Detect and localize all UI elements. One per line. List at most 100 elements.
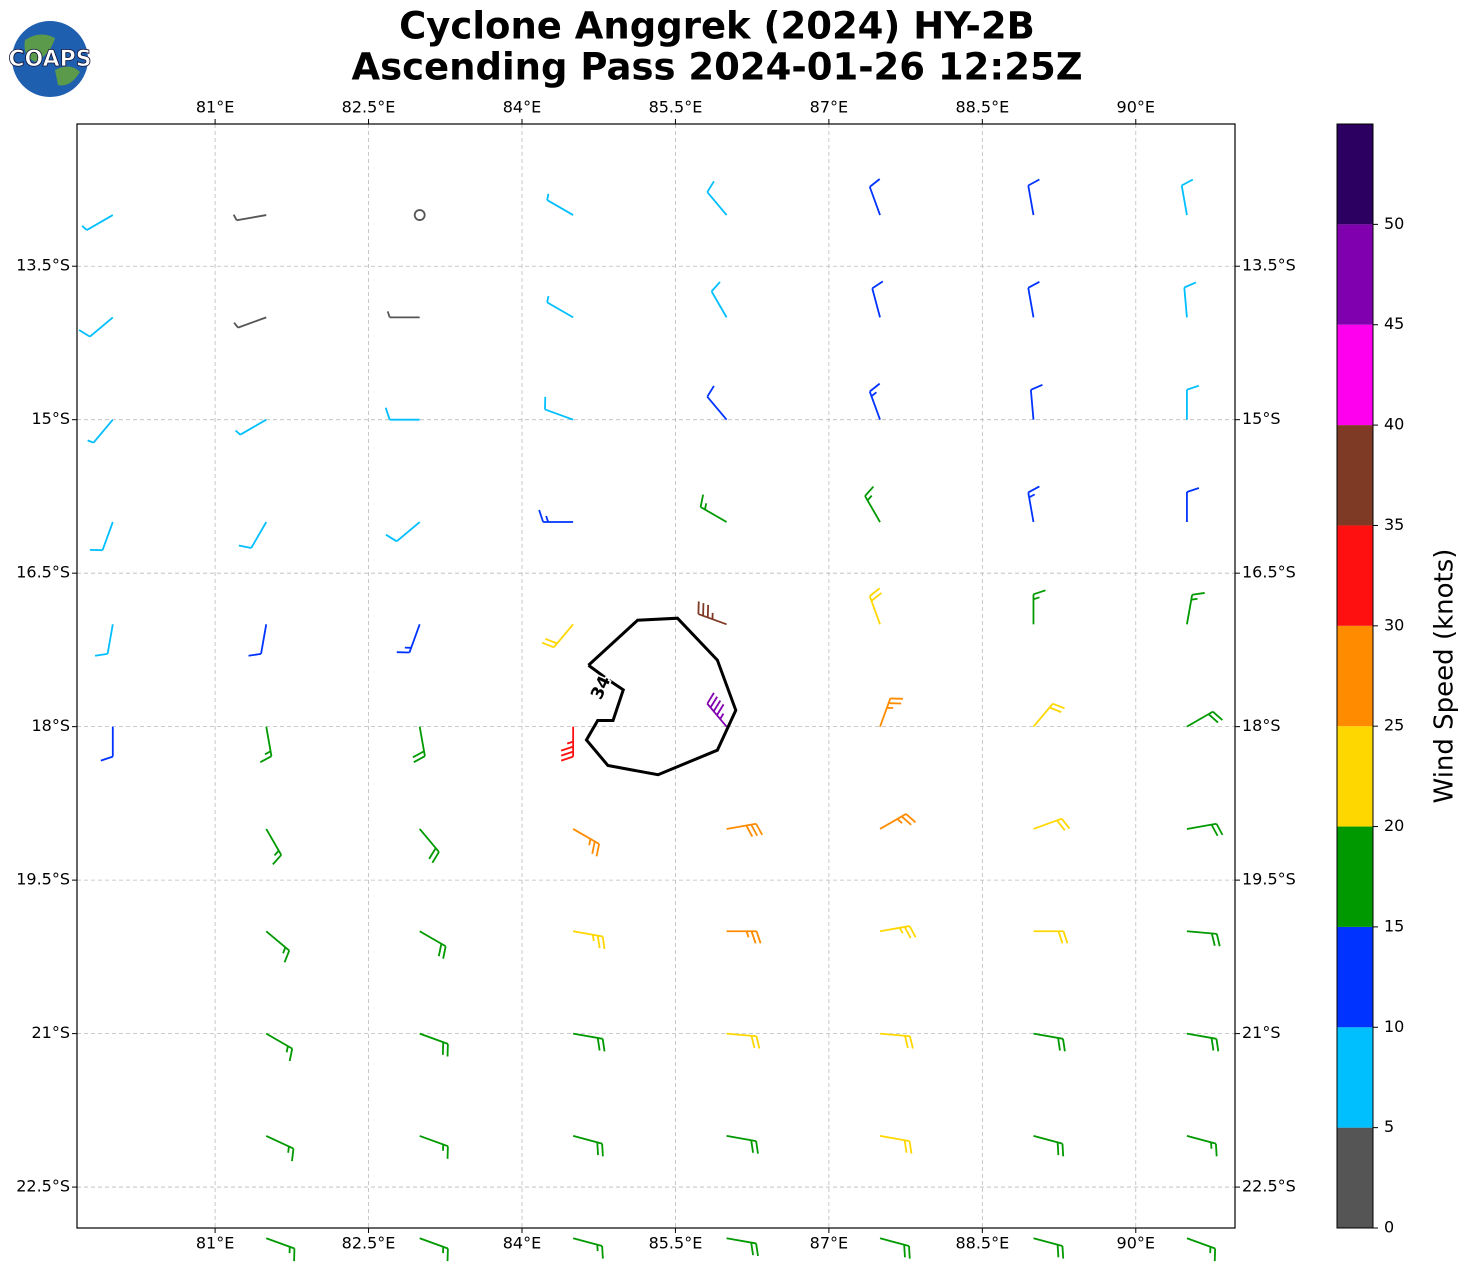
barb-staff [250,521,268,549]
barb-half [264,750,272,756]
y-tick-label: 18°S [1242,716,1281,735]
colorbar-bin [1337,625,1373,727]
barb-staff [396,521,421,542]
barb-half [546,296,550,303]
barb-half [719,713,725,720]
x-tick-label: 85.5°E [649,1234,703,1253]
wind-barb [265,1237,296,1262]
wind-barb [100,726,114,762]
wind-barb [419,1135,449,1159]
y-tick-label: 15°S [31,409,70,428]
wind-barb [233,316,267,329]
colorbar-tick-label: 30 [1384,615,1404,634]
barb-full [869,382,881,393]
barb-full [288,1048,294,1062]
barb-full [1062,1038,1066,1052]
wind-barb [879,1032,914,1049]
wind-barb [81,214,114,231]
barb-full [871,280,884,290]
x-tick-label: 90°E [1117,98,1155,117]
wind-barb [572,930,606,950]
barb-full [1181,178,1194,187]
wind-barb [1186,1032,1220,1052]
barb-half [745,930,750,938]
barb-full [248,652,262,657]
barb-half [566,740,574,745]
logo-land [24,34,80,86]
barb-full [1061,1143,1065,1157]
barb-full [908,925,917,938]
barb-full [595,843,601,857]
barb-half [232,214,238,221]
barb-full [908,1140,913,1154]
barb-full [1056,1244,1060,1258]
wind-barb [265,1135,295,1162]
x-tick-label: 82.5°E [342,1234,396,1253]
wind-barb [706,385,728,421]
barb-full [755,823,763,836]
barb-full [259,755,272,764]
x-tick-label: 90°E [1117,1234,1155,1253]
y-tick-label: 15°S [1242,409,1281,428]
barb-staff [1180,185,1188,216]
barb-full [601,936,606,950]
wind-barb [538,509,574,523]
barb-half [896,818,903,824]
barb-full [596,1142,599,1156]
barb-full [750,824,759,837]
barb-full [412,750,425,759]
x-tick-label: 88.5°E [955,98,1009,117]
barb-full [1215,823,1224,836]
barb-full [905,813,917,824]
barb-full [591,841,596,855]
x-tick-label: 82.5°E [342,98,396,117]
barb-full [903,1140,908,1153]
wind-barb [879,925,917,939]
barb-full [755,1140,759,1154]
barb-half [1033,596,1040,601]
barb-full [1210,824,1219,837]
barb-full [712,700,722,712]
colorbar-bin [1337,826,1373,927]
barb-staff [868,595,881,625]
wind-barb [265,930,291,963]
x-tick-label: 88.5°E [955,1234,1009,1253]
chart-title: Ascending Pass 2024-01-26 12:25Z [351,46,1082,89]
wind-barb [238,521,268,549]
y-tick-label: 21°S [1242,1023,1281,1042]
wind-barb [1027,178,1040,216]
barb-half [287,1146,290,1153]
barb-staff [92,419,114,444]
barb-staff [1027,185,1035,216]
barb-full [541,641,555,649]
barb-staff [879,1135,910,1143]
wind-barb [419,930,447,959]
barb-full [560,745,574,752]
barb-full [601,1143,604,1157]
barb-full [909,1036,914,1049]
x-tick-label: 85.5°E [649,98,703,117]
barb-staff [260,624,268,655]
wind-barb [864,485,881,523]
wind-barb [386,311,420,319]
barb-staff [726,1237,757,1245]
colorbar-border [1336,123,1374,1229]
barb-full [1183,281,1197,289]
colorbar-tick-label: 5 [1384,1117,1394,1136]
barb-half [545,515,549,523]
barb-full [750,1035,756,1049]
wind-barb [384,407,420,421]
barb-half [234,429,241,436]
barb-full [1212,710,1223,721]
wind-barb [541,623,574,649]
wind-barb [572,828,601,857]
barb-full [1056,819,1066,831]
wind-barb [419,1032,449,1057]
wind-barb [871,280,884,318]
wind-barb [1032,589,1046,625]
barb-half [285,1045,289,1053]
barb-full [870,592,882,602]
wind-barb [1033,930,1069,944]
wind-barb [385,521,421,543]
